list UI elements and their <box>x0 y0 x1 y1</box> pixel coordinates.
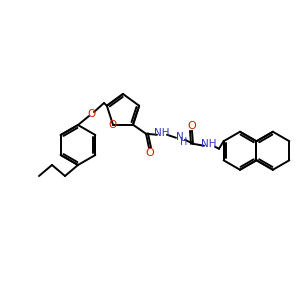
Text: H: H <box>180 137 188 147</box>
Text: N: N <box>176 132 184 142</box>
Text: O: O <box>108 120 116 130</box>
Text: O: O <box>87 109 95 119</box>
Text: O: O <box>146 148 154 158</box>
Text: NH: NH <box>154 128 170 138</box>
Text: O: O <box>188 121 196 131</box>
Text: NH: NH <box>201 139 217 149</box>
